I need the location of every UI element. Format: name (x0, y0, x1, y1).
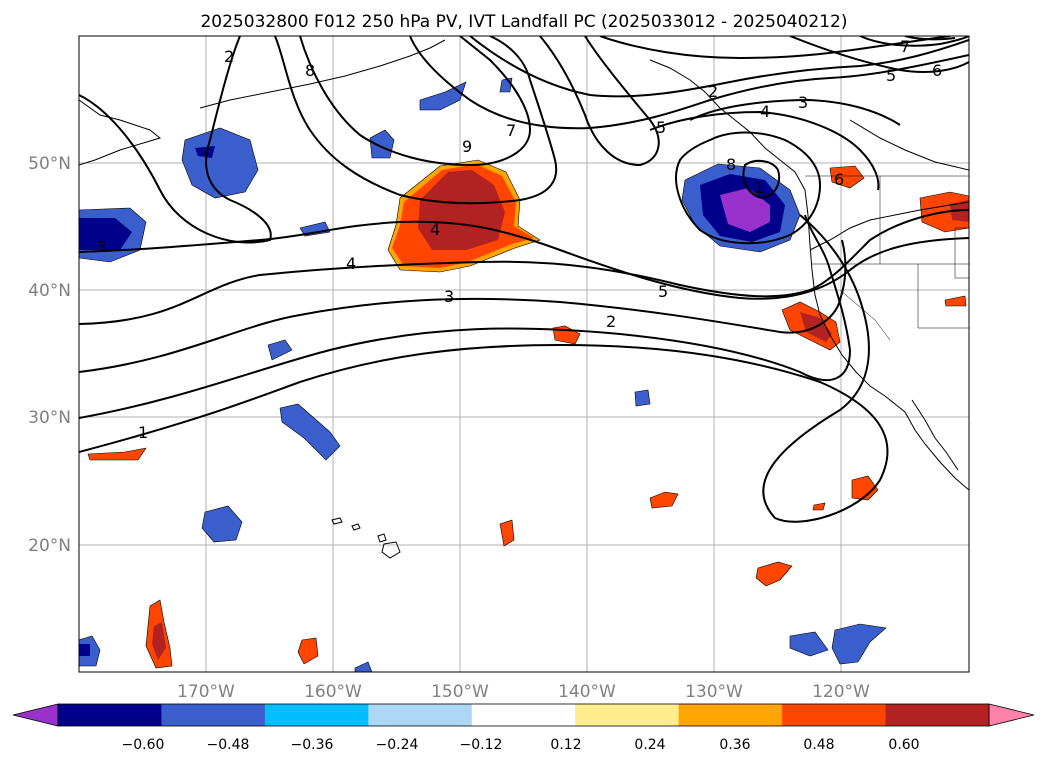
lon-label: 150°W (431, 682, 489, 702)
map-panel: 2 8 9 7 4 4 3 3 2 1 5 5 5 4 3 2 7 6 8 1 … (79, 36, 969, 672)
ivt-contours (79, 36, 969, 523)
contour-label: 2 (224, 47, 234, 66)
lat-label: 30°N (28, 408, 71, 428)
contour-label: 8 (305, 61, 315, 80)
map-title: 2025032800 F012 250 hPa PV, IVT Landfall… (200, 12, 847, 32)
map-frame (78, 35, 970, 673)
lon-label: 170°W (177, 682, 235, 702)
colorbar-segment (575, 704, 680, 726)
state-borders (805, 175, 969, 341)
contour-label: 5 (886, 66, 896, 85)
contour-label: 7 (506, 121, 516, 140)
contour-label: 2 (606, 312, 616, 331)
contour-label: 5 (656, 118, 666, 137)
lon-label: 160°W (304, 682, 362, 702)
colorbar-segment (264, 704, 369, 726)
lon-label: 120°W (812, 682, 870, 702)
colorbar-tick-label: 0.48 (803, 737, 834, 753)
longitude-labels: 170°W 160°W 150°W 140°W 130°W 120°W (177, 682, 870, 702)
colorbar-segment (471, 704, 576, 726)
contour-label: 5 (658, 282, 668, 301)
colorbar-extend-max (988, 703, 1035, 727)
contour-label: 4 (430, 220, 440, 239)
contour-label: 8 (726, 155, 736, 174)
contour-label: 7 (900, 37, 910, 56)
colorbar-frame (57, 703, 990, 727)
lon-label: 140°W (558, 682, 616, 702)
colorbar-segment (678, 704, 783, 726)
colorbar-tick-label: −0.12 (460, 737, 503, 753)
colorbar-tick-label: 0.24 (634, 737, 665, 753)
latitude-labels: 50°N 40°N 30°N 20°N (28, 154, 71, 556)
contour-label: 1 (138, 423, 148, 442)
contour-label: 6 (834, 170, 844, 189)
contour-label: 9 (462, 137, 472, 156)
contour-label: 3 (96, 237, 106, 256)
colorbar-tick-label: −0.24 (376, 737, 419, 753)
colorbar-segment (58, 704, 163, 726)
colorbar-tick-label: 0.12 (550, 737, 581, 753)
lat-label: 40°N (28, 281, 71, 301)
contour-label: 2 (708, 82, 718, 101)
contour-labels: 2 8 9 7 4 4 3 3 2 1 5 5 5 4 3 2 7 6 8 1 … (96, 37, 942, 442)
pv-positive-anomalies (87, 159, 969, 669)
contour-label: 6 (932, 61, 942, 80)
contour-label: 1 (754, 178, 764, 197)
colorbar-tick-label: 0.36 (719, 737, 750, 753)
colorbar-tick-label: −0.48 (207, 737, 250, 753)
lat-label: 20°N (28, 536, 71, 556)
colorbar-segment (161, 704, 266, 726)
colorbar-tick-label: 0.60 (888, 737, 919, 753)
colorbar-ticks: −0.60 −0.48 −0.36 −0.24 −0.12 0.12 0.24 … (122, 737, 920, 753)
colorbar-extend-min (12, 703, 59, 727)
contour-label: 4 (760, 102, 770, 121)
contour-label: 3 (444, 287, 454, 306)
lat-label: 50°N (28, 154, 71, 174)
colorbar-tick-label: −0.60 (122, 737, 165, 753)
colorbar: −0.60 −0.48 −0.36 −0.24 −0.12 0.12 0.24 … (12, 703, 1035, 753)
lon-label: 130°W (685, 682, 743, 702)
colorbar-segment (782, 704, 887, 726)
colorbar-segment (885, 704, 990, 726)
contour-label: 3 (798, 93, 808, 112)
colorbar-tick-label: −0.36 (291, 737, 334, 753)
contour-label: 4 (346, 254, 356, 273)
colorbar-segment (368, 704, 473, 726)
colorbar-segments (58, 704, 990, 726)
